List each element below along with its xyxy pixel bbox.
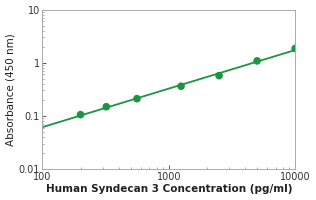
X-axis label: Human Syndecan 3 Concentration (pg/ml): Human Syndecan 3 Concentration (pg/ml) <box>46 184 292 194</box>
Point <box>255 59 260 62</box>
Point <box>293 47 298 50</box>
Y-axis label: Absorbance (450 nm): Absorbance (450 nm) <box>6 33 15 146</box>
Point <box>135 97 140 100</box>
Point <box>179 85 184 88</box>
Point <box>78 113 83 116</box>
Point <box>216 74 222 77</box>
Point <box>104 105 109 108</box>
